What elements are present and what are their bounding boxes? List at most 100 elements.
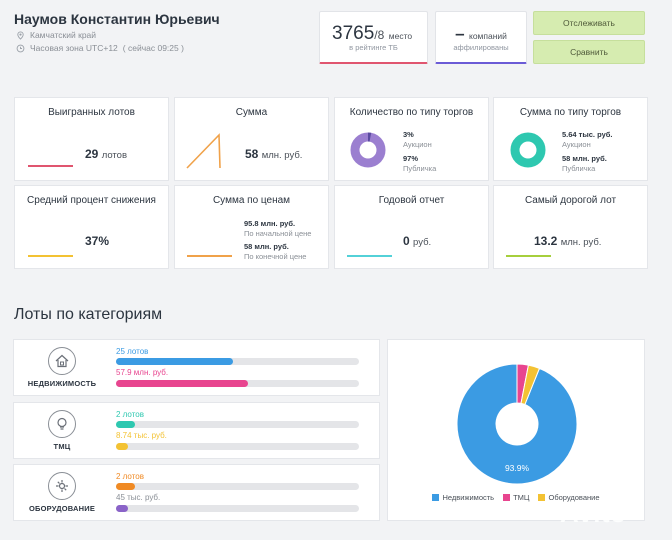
sum-auction-legend: 5.64 тыс. руб. Аукцион <box>562 130 612 149</box>
category-count-fill <box>116 483 136 490</box>
rating-box: 3765/8 место в рейтинге ТБ <box>319 11 428 64</box>
sum-value: 58 <box>245 147 259 161</box>
most-expensive-title: Самый дорогой лот <box>524 195 617 206</box>
rating-total: /8 <box>374 28 385 42</box>
sum-unit: млн. руб. <box>261 150 303 161</box>
category-card-realty[interactable]: НЕДВИЖИМОСТЬ 25 лотов 57.9 млн. руб. <box>13 339 380 396</box>
pie-legend-item: Недвижимость <box>432 493 494 502</box>
sum-auction-label: Аукцион <box>562 139 591 149</box>
profile-header: Наумов Константин Юрьевич Камчатский кра… <box>0 0 672 72</box>
sum-public-legend: 58 млн. руб. Публичка <box>562 154 607 173</box>
pie-legend: Недвижимость ТМЦ Оборудование <box>388 493 644 502</box>
won-lots-line <box>28 165 73 167</box>
category-sum-bar <box>116 505 359 512</box>
avg-reduction-line <box>28 255 73 257</box>
most-expensive-value: 13.2 <box>534 234 558 248</box>
pie-legend-label: ТМЦ <box>513 493 530 502</box>
local-time-text: ( сейчас 09:25 ) <box>122 43 184 53</box>
rating-sub: в рейтинге ТБ <box>349 43 398 52</box>
annual-report-card: Годовой отчет 0 руб. <box>334 185 489 269</box>
annual-report-value-group: 0 руб. <box>403 234 431 248</box>
house-icon <box>48 347 76 375</box>
count-auction-value: 3% <box>403 130 414 139</box>
category-sum-fill <box>116 380 249 387</box>
location-pin-icon <box>17 30 24 40</box>
affiliates-box: – компаний аффилированы <box>435 11 527 64</box>
pie-legend-swatch <box>503 494 511 501</box>
category-label: НЕДВИЖИМОСТЬ <box>27 379 97 388</box>
final-price-value: 58 млн. руб. <box>244 242 289 251</box>
track-button[interactable]: Отслеживать <box>533 11 645 35</box>
sum-by-price-card: Сумма по ценам 95.8 млн. руб. По начальн… <box>174 185 329 269</box>
avg-reduction-title: Средний процент снижения <box>27 195 156 206</box>
pie-main-label: 93.9% <box>505 463 530 473</box>
sum-by-type-card: Сумма по типу торгов 5.64 тыс. руб. Аукц… <box>493 97 648 181</box>
won-lots-value-group: 29 лотов <box>85 147 127 161</box>
pie-legend-item: ТМЦ <box>503 493 529 502</box>
category-sum-fill <box>116 443 129 450</box>
rating-value: 3765 <box>332 23 375 44</box>
count-auction-label: Аукцион <box>403 139 432 149</box>
won-lots-title: Выигранных лотов <box>48 107 135 118</box>
category-card-tmc[interactable]: ТМЦ 2 лотов 8.74 тыс. руб. <box>13 402 380 459</box>
category-count-fill <box>116 421 136 428</box>
rating-place-label: место <box>388 31 413 41</box>
pie-legend-item: Оборудование <box>538 493 600 502</box>
timezone-row: Часовая зона UTC+12 ( сейчас 09:25 ) <box>16 43 184 53</box>
category-pie-card: 93.9% Недвижимость ТМЦ Оборудование <box>387 339 645 521</box>
person-name: Наумов Константин Юрьевич <box>14 11 220 27</box>
category-sum-bar <box>116 380 359 387</box>
sum-by-price-line <box>187 255 232 257</box>
region-text: Камчатский край <box>30 30 97 40</box>
count-public-legend: 97% Публичка <box>403 154 436 173</box>
category-sum-fill <box>116 505 129 512</box>
annual-report-line <box>347 255 392 257</box>
sum-title: Сумма <box>235 107 268 118</box>
sum-by-type-title: Сумма по типу торгов <box>519 107 622 118</box>
won-lots-card: Выигранных лотов 29 лотов <box>14 97 169 181</box>
won-lots-unit: лотов <box>101 150 128 161</box>
annual-report-title: Годовой отчет <box>378 195 445 206</box>
category-sum-text: 45 тыс. руб. <box>116 493 161 502</box>
most-expensive-line <box>506 255 551 257</box>
avg-reduction-value: 37% <box>85 234 110 248</box>
sum-public-value: 58 млн. руб. <box>562 154 607 163</box>
most-expensive-card: Самый дорогой лот 13.2 млн. руб. <box>493 185 648 269</box>
category-count-bar <box>116 483 359 490</box>
sum-value-group: 58 млн. руб. <box>245 147 302 161</box>
annual-report-value: 0 <box>403 234 410 248</box>
pie-slice-2[interactable] <box>520 364 541 406</box>
start-price-value: 95.8 млн. руб. <box>244 219 296 228</box>
pie-legend-label: Недвижимость <box>442 493 495 502</box>
pie-slice-0[interactable] <box>456 363 578 485</box>
pie-legend-swatch <box>432 494 440 501</box>
sum-by-price-title: Сумма по ценам <box>212 195 291 206</box>
affiliates-sub: аффилированы <box>453 43 509 52</box>
pie-legend-label: Оборудование <box>548 493 600 502</box>
annual-report-unit: руб. <box>413 237 432 248</box>
category-sum-bar <box>116 443 359 450</box>
start-price-legend: 95.8 млн. руб. По начальной цене <box>244 219 311 238</box>
timezone-text: Часовая зона UTC+12 <box>30 43 118 53</box>
avg-reduction-card: Средний процент снижения 37% <box>14 185 169 269</box>
avito-watermark: Avito <box>560 498 627 528</box>
category-card-equipment[interactable]: ОБОРУДОВАНИЕ 2 лотов 45 тыс. руб. <box>13 464 380 521</box>
category-label: ОБОРУДОВАНИЕ <box>28 504 96 513</box>
region-row: Камчатский край <box>16 30 96 40</box>
category-count-text: 2 лотов <box>116 410 144 419</box>
category-count-text: 25 лотов <box>116 347 149 356</box>
category-sum-text: 57.9 млн. руб. <box>116 368 169 377</box>
sum-by-type-donut <box>510 132 546 168</box>
category-sum-text: 8.74 тыс. руб. <box>116 431 167 440</box>
category-pie-chart: 93.9% <box>456 363 578 485</box>
compare-button[interactable]: Сравнить <box>533 40 645 64</box>
count-by-type-donut <box>350 132 386 168</box>
sum-card: Сумма 58 млн. руб. <box>174 97 329 181</box>
lightbulb-icon <box>48 410 76 438</box>
category-count-text: 2 лотов <box>116 472 144 481</box>
most-expensive-unit: млн. руб. <box>560 237 602 248</box>
most-expensive-value-group: 13.2 млн. руб. <box>534 234 601 248</box>
categories-section-title: Лоты по категориям <box>14 306 163 323</box>
pie-legend-swatch <box>538 494 546 501</box>
final-price-legend: 58 млн. руб. По конечной цене <box>244 242 306 261</box>
